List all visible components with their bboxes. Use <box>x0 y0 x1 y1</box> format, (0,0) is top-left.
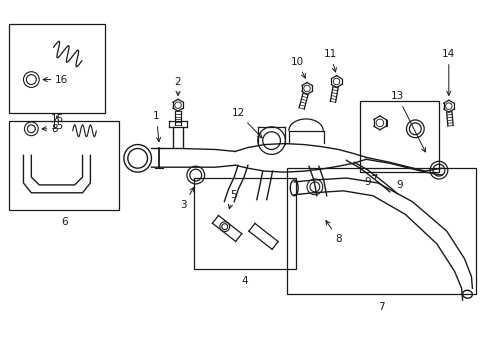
Text: 3: 3 <box>180 187 193 210</box>
Text: 9: 9 <box>395 180 402 190</box>
Text: 16: 16 <box>43 75 68 85</box>
Text: 10: 10 <box>290 57 305 78</box>
Text: 2: 2 <box>174 77 181 95</box>
Text: 8: 8 <box>325 221 341 244</box>
Bar <box>360 101 438 172</box>
Text: 15: 15 <box>50 121 63 131</box>
Bar <box>287 168 475 294</box>
Text: 11: 11 <box>324 49 337 72</box>
Bar <box>9 121 119 210</box>
Text: 12: 12 <box>231 108 262 138</box>
Text: 14: 14 <box>441 49 454 95</box>
Bar <box>9 24 105 113</box>
Text: 1: 1 <box>153 111 160 142</box>
Text: 8: 8 <box>42 124 58 134</box>
Text: 4: 4 <box>241 276 248 287</box>
Text: 5: 5 <box>228 190 236 209</box>
Bar <box>193 178 296 269</box>
Text: 9: 9 <box>364 175 376 187</box>
Text: 15: 15 <box>50 114 63 124</box>
Text: 13: 13 <box>390 91 425 152</box>
Text: 6: 6 <box>61 217 68 228</box>
Text: 7: 7 <box>378 302 385 312</box>
